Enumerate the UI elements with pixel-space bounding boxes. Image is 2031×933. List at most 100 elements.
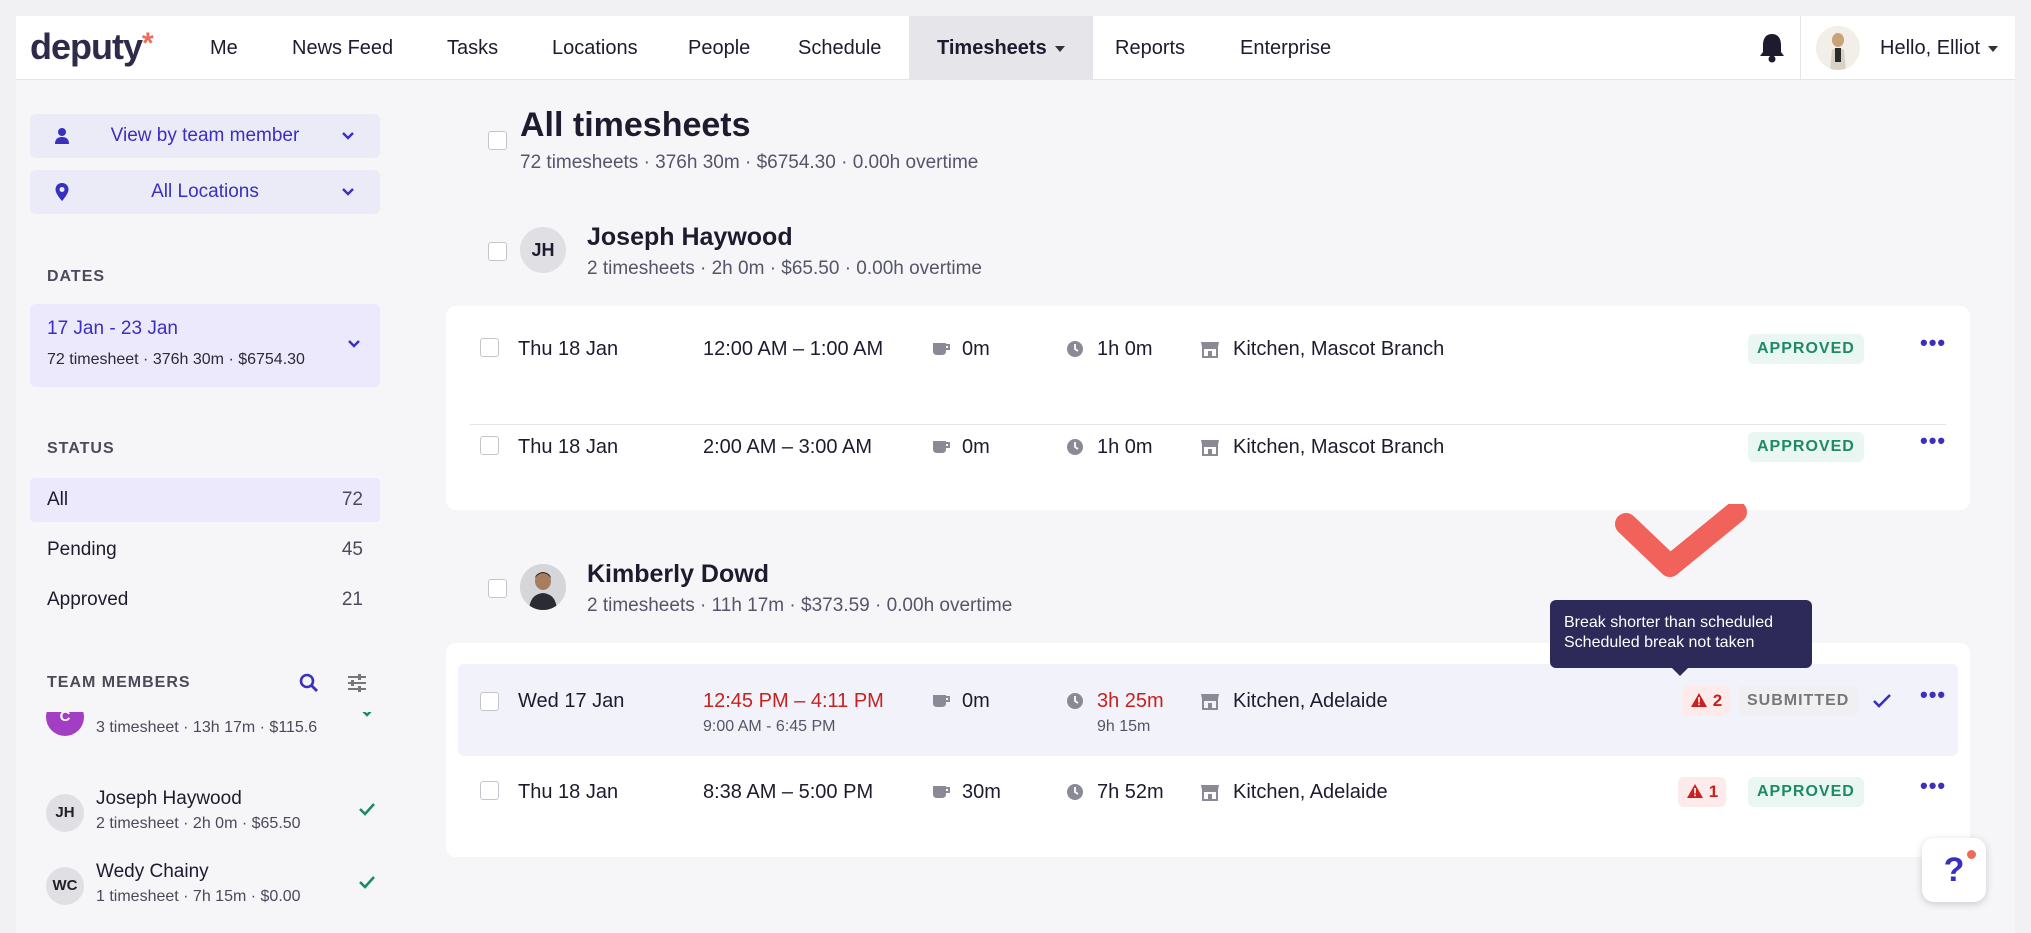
help-button[interactable]: ? [1922,838,1986,902]
view-by-dropdown[interactable]: View by team member [30,114,380,158]
warning-icon [1691,693,1707,707]
nav-news-feed[interactable]: News Feed [292,37,394,59]
nav-timesheets[interactable]: Timesheets [909,16,1093,80]
page-summary: 72 timesheets · 376h 30m · $6754.30 · 0.… [520,152,979,173]
row-location: Kitchen, Adelaide [1233,690,1388,712]
team-member-summary: 2 timesheet · 2h 0m · $65.50 [96,815,301,832]
status-badge: APPROVED [1748,334,1864,364]
team-member-item[interactable]: C 3 timesheet · 13h 17m · $115.6 [46,712,376,746]
row-date: Wed 17 Jan [518,690,625,712]
nav-locations[interactable]: Locations [552,37,638,59]
nav-enterprise[interactable]: Enterprise [1240,37,1332,59]
timesheet-card: Wed 17 Jan 12:45 PM – 4:11 PM 9:00 AM - … [446,643,1970,857]
store-icon [1201,694,1219,710]
coffee-cup-icon [933,441,950,453]
date-range-summary: 72 timesheet · 376h 30m · $6754.30 [47,351,305,368]
row-duration: 1h 0m [1097,338,1153,360]
view-by-label: View by team member [110,125,300,146]
locations-dropdown[interactable]: All Locations [30,170,380,214]
warning-count: 1 [1708,782,1719,801]
tooltip-line: Break shorter than scheduled [1564,614,1774,631]
chevron-down-icon [348,340,360,348]
timesheet-row[interactable]: Wed 17 Jan 12:45 PM – 4:11 PM 9:00 AM - … [458,664,1958,756]
row-date: Thu 18 Jan [518,781,619,803]
warning-badge[interactable]: 2 [1682,686,1731,716]
timesheet-row[interactable]: Thu 18 Jan 12:00 AM – 1:00 AM 0m 1h 0m K… [446,330,1970,418]
timesheet-row[interactable]: Thu 18 Jan 2:00 AM – 3:00 AM 0m 1h 0m Ki… [446,428,1970,516]
nav-schedule[interactable]: Schedule [798,37,882,59]
top-nav: deputy* Me News Feed Tasks Locations Peo… [16,16,2015,80]
nav-people[interactable]: People [688,37,751,59]
warning-tooltip: Break shorter than scheduled Scheduled b… [1550,600,1812,676]
clock-icon [1067,693,1083,709]
avatar: C [46,712,84,736]
status-count: 45 [341,539,363,560]
nav-tasks[interactable]: Tasks [447,37,499,59]
group-checkbox[interactable] [488,579,507,598]
app-window: deputy* Me News Feed Tasks Locations Peo… [16,16,2015,933]
row-break: 30m [962,781,1001,803]
timesheet-row[interactable]: Thu 18 Jan 8:38 AM – 5:00 PM 30m 7h 52m … [446,773,1970,861]
status-badge: APPROVED [1748,432,1864,462]
coffee-cup-icon [933,343,950,355]
approve-check-icon[interactable] [1872,692,1892,710]
row-checkbox[interactable] [480,338,499,357]
filter-sliders-icon[interactable] [346,672,368,694]
tooltip-line: Scheduled break not taken [1564,634,1755,651]
avatar [520,564,566,610]
warning-badge[interactable]: 1 [1678,777,1727,807]
nav-me[interactable]: Me [210,37,238,59]
warning-icon [1687,784,1703,798]
user-avatar[interactable] [1816,26,1860,70]
more-options-icon[interactable]: ••• [1920,682,1947,707]
deputy-logo[interactable]: deputy* [30,26,154,67]
status-filter-pending[interactable]: Pending 45 [30,528,380,572]
team-member-item[interactable]: WC Wedy Chainy 1 timesheet · 7h 15m · $0… [46,859,376,915]
store-icon [1201,342,1219,358]
clock-icon [1067,439,1083,455]
team-member-name: Joseph Haywood [96,788,242,809]
row-date: Thu 18 Jan [518,338,619,360]
more-options-icon[interactable]: ••• [1920,428,1947,453]
team-member-item[interactable]: JH Joseph Haywood 2 timesheet · 2h 0m · … [46,786,376,842]
team-member-list[interactable]: C 3 timesheet · 13h 17m · $115.6 JH Jose… [30,712,380,933]
group-checkbox[interactable] [488,242,507,261]
row-break: 0m [962,690,990,712]
row-checkbox[interactable] [480,781,499,800]
more-options-icon[interactable]: ••• [1920,773,1947,798]
coffee-cup-icon [933,786,950,798]
chevron-down-icon [342,188,354,196]
row-time: 12:45 PM – 4:11 PM [703,690,884,712]
row-time: 12:00 AM – 1:00 AM [703,338,884,360]
team-member-summary: 1 timesheet · 7h 15m · $0.00 [96,888,301,905]
search-icon[interactable] [298,672,320,694]
group-name[interactable]: Kimberly Dowd [587,560,769,588]
row-duration: 1h 0m [1097,436,1153,458]
user-menu[interactable]: Hello, Elliot [1880,16,1999,80]
team-members-heading: TEAM MEMBERS [47,674,191,691]
status-filter-approved[interactable]: Approved 21 [30,578,380,622]
caret-down-icon [1054,45,1065,52]
status-label: All [47,489,69,510]
bell-icon[interactable] [1752,28,1792,68]
select-all-checkbox[interactable] [488,131,507,150]
row-checkbox[interactable] [480,436,499,455]
person-icon [55,128,69,144]
nav-reports[interactable]: Reports [1115,37,1186,59]
chevron-down-icon [342,132,354,140]
clock-icon [1067,784,1083,800]
dates-heading: DATES [47,268,106,285]
row-location: Kitchen, Adelaide [1233,781,1388,803]
check-icon [359,803,375,816]
row-checkbox[interactable] [480,692,499,711]
row-duration: 3h 25m [1097,690,1164,712]
group-name[interactable]: Joseph Haywood [587,223,793,251]
more-options-icon[interactable]: ••• [1920,330,1947,355]
status-heading: STATUS [47,440,115,457]
avatar: WC [46,867,84,905]
date-range-picker[interactable]: 17 Jan - 23 Jan 72 timesheet · 376h 30m … [30,304,380,387]
annotation-check-icon [1615,504,1747,577]
date-range: 17 Jan - 23 Jan [47,318,178,339]
status-filter-all[interactable]: All 72 [30,478,380,522]
store-icon [1201,440,1219,456]
